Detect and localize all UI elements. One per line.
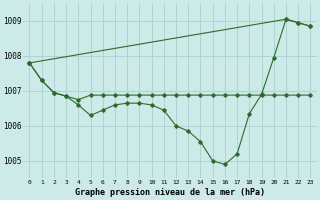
X-axis label: Graphe pression niveau de la mer (hPa): Graphe pression niveau de la mer (hPa)	[75, 188, 265, 197]
